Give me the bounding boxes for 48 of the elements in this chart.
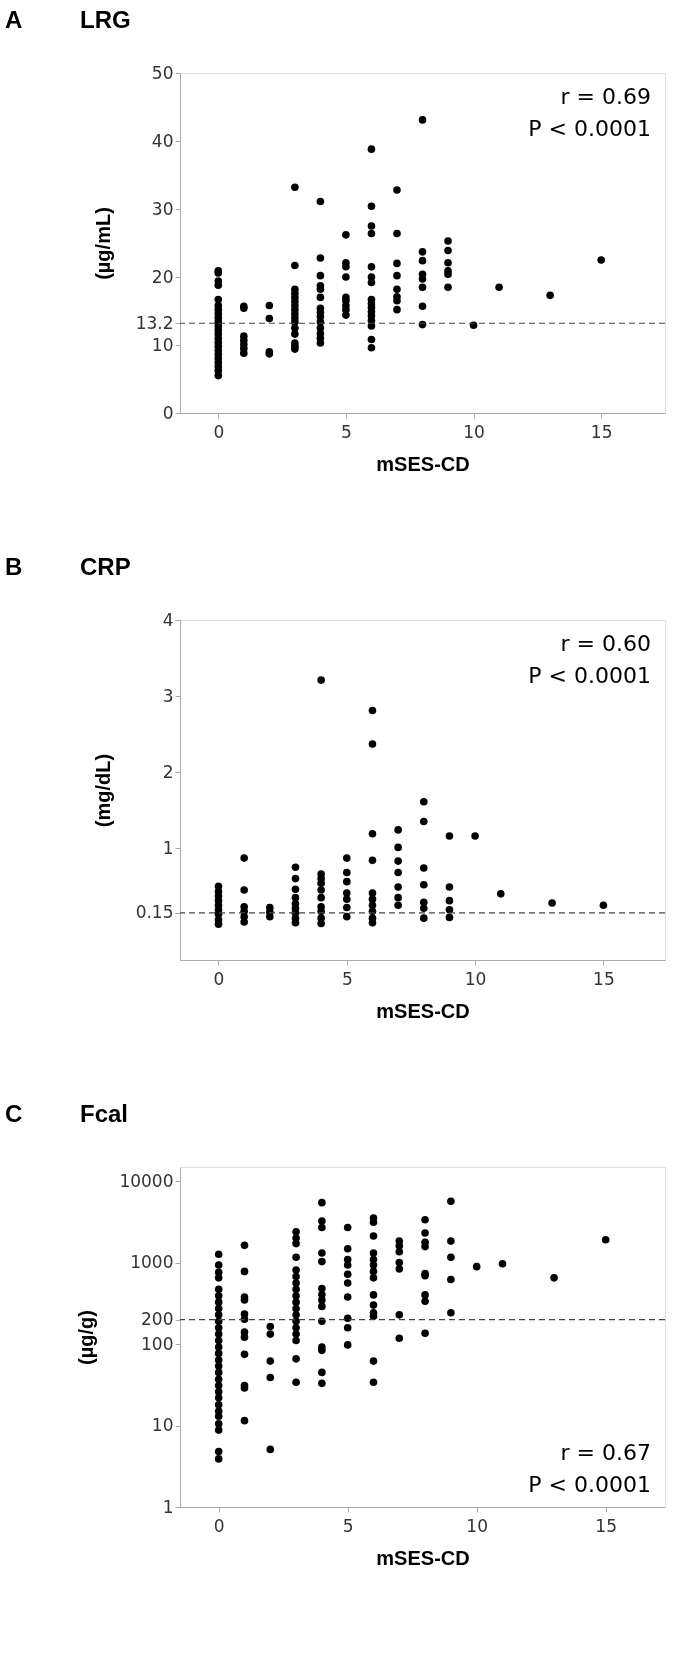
y-axis-title: (µg/g) xyxy=(75,1310,98,1365)
x-tick-label: 15 xyxy=(595,1515,617,1536)
annotation: P < 0.0001 xyxy=(528,663,651,688)
y-tick-label: 4 xyxy=(162,609,174,630)
x-tick-label: 5 xyxy=(341,968,353,989)
y-tick-label: 1 xyxy=(162,1496,174,1517)
y-tick-label: 20 xyxy=(151,266,174,287)
x-tick-label: 10 xyxy=(466,1515,488,1536)
y-tick-label: 3 xyxy=(162,685,174,706)
x-axis-title: mSES-CD xyxy=(376,999,470,1022)
y-tick-label: 10000 xyxy=(119,1170,174,1191)
y-tick-label: 50 xyxy=(151,62,174,83)
x-axis-title: mSES-CD xyxy=(376,1546,470,1569)
y-tick-label: 1000 xyxy=(130,1252,174,1273)
x-tick-label: 15 xyxy=(590,421,613,442)
x-tick-label: 10 xyxy=(463,421,485,442)
y-tick-label: 30 xyxy=(151,198,174,219)
x-tick-label: 10 xyxy=(464,968,487,989)
y-tick-label: 13.2 xyxy=(135,312,174,333)
text: A xyxy=(5,6,23,33)
chart-title: Fcal xyxy=(80,1100,129,1127)
annotation: P < 0.0001 xyxy=(528,1472,651,1497)
annotation: P < 0.0001 xyxy=(528,116,651,141)
y-tick-label: 0 xyxy=(162,402,174,423)
x-axis-title: mSES-CD xyxy=(376,452,470,475)
y-tick-label: 100 xyxy=(141,1333,174,1354)
text: C xyxy=(5,1100,23,1127)
y-axis-title: (mg/dL) xyxy=(91,753,114,828)
x-tick-label: 15 xyxy=(593,968,615,989)
annotation: r = 0.60 xyxy=(560,631,651,656)
x-tick-label: 0 xyxy=(213,421,225,442)
y-tick-label: 2 xyxy=(162,761,174,782)
x-tick-label: 5 xyxy=(342,1515,354,1536)
chart-title: LRG xyxy=(80,6,131,33)
text: B xyxy=(5,553,23,580)
annotation: r = 0.69 xyxy=(560,84,651,109)
y-tick-label: 10 xyxy=(151,334,174,355)
y-tick-label: 0.15 xyxy=(135,902,174,923)
y-tick-label: 200 xyxy=(141,1309,174,1330)
y-tick-label: 1 xyxy=(162,837,174,858)
x-tick-label: 0 xyxy=(213,968,225,989)
x-tick-label: 0 xyxy=(213,1515,225,1536)
annotation: r = 0.67 xyxy=(560,1440,651,1465)
x-tick-label: 5 xyxy=(341,421,352,442)
y-axis-title: (µg/mL) xyxy=(91,207,114,280)
y-tick-label: 10 xyxy=(151,1415,174,1436)
chart-title: CRP xyxy=(80,553,131,580)
y-tick-label: 40 xyxy=(151,130,174,151)
